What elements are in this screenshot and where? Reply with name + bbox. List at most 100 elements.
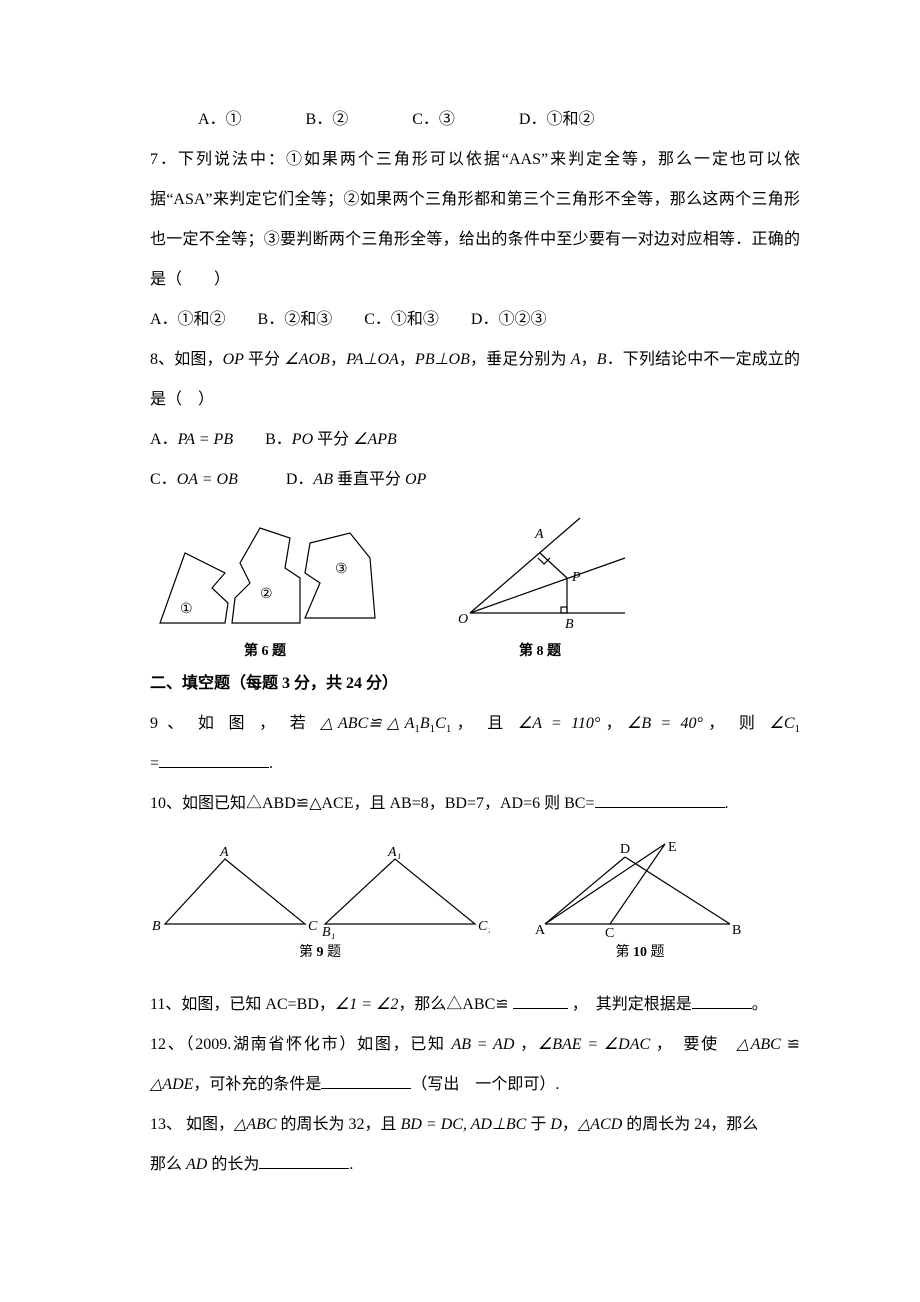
- fig6-label: 第 6 题: [244, 640, 286, 660]
- q13-mid5: 的长为: [207, 1156, 259, 1173]
- fig10-label: 第 10 题: [616, 941, 665, 961]
- q8-optA-pre: A．: [150, 431, 178, 448]
- q9-m1: △ABC≌△A1B1C1: [320, 715, 451, 732]
- fig9-A1: A₁: [387, 845, 401, 860]
- q10-end: .: [725, 795, 729, 812]
- q8-stem: 8、如图，OP 平分 ∠AOB，PA⊥OA，PB⊥OB，垂足分别为 A，B．下列…: [150, 340, 800, 420]
- q11-end: 。: [752, 996, 768, 1013]
- q8-optB-math1: PO: [292, 431, 313, 448]
- fig9-B1: B₁: [322, 925, 335, 939]
- fig9-C: C: [308, 919, 318, 934]
- q11-mid1: ，那么△ABC≌: [398, 996, 512, 1013]
- q8-m5: PA⊥OA: [346, 351, 399, 368]
- q12-m1: AB = AD: [452, 1036, 515, 1053]
- fig9-B: B: [152, 919, 161, 934]
- fig-row-2: A B C A₁ B₁ C₁ 第 9 题: [150, 839, 800, 961]
- q7-options: A．①和② B．②和③ C．①和③ D．①②③: [150, 300, 800, 340]
- fig6-circ1: ①: [180, 602, 193, 617]
- fig10-B: B: [732, 923, 741, 938]
- q8-optD-pre: D．: [238, 471, 314, 488]
- q8-optB-mid: 平分: [313, 431, 353, 448]
- q8-options-1: A．PA = PB B．PO 平分 ∠APB: [150, 420, 800, 460]
- q9-blank: [159, 751, 269, 768]
- q8-t8: ，垂足分别为: [470, 351, 571, 368]
- q8-m3: ∠AOB: [284, 351, 329, 368]
- section2-heading: 二、填空题（每题 3 分，共 24 分）: [150, 664, 800, 704]
- q9-m3: ∠B = 40°: [627, 715, 703, 732]
- q12-mid2: ， 要使: [650, 1036, 736, 1053]
- q8-t4: ，: [330, 351, 346, 368]
- q13-m1: △ABC: [234, 1116, 277, 1133]
- q9-line2: =.: [150, 744, 800, 784]
- q12-mid3: ≌: [781, 1036, 800, 1053]
- fig10-D: D: [620, 842, 630, 857]
- q9-mid3: ， 则: [703, 715, 770, 732]
- fig10-svg: D E A C B: [530, 839, 750, 939]
- q13-mid2: 于: [526, 1116, 550, 1133]
- q11-pre: 11、如图，已知 AC=BD，: [150, 996, 335, 1013]
- fig10-A: A: [535, 923, 546, 938]
- q12-mid4: ，可补充的条件是: [193, 1076, 321, 1093]
- fig-row-1: ① ② ③ 第 6 题: [150, 508, 800, 660]
- q12-m4: △ADE: [150, 1076, 193, 1093]
- q8-t2: 平分: [244, 351, 284, 368]
- q8-optD-math2: OP: [405, 471, 426, 488]
- q13-mid4: 的周长为 24，那么: [622, 1116, 758, 1133]
- q13-m4: △ACD: [578, 1116, 622, 1133]
- fig10-label-num: 10: [633, 945, 647, 960]
- q11-line: 11、如图，已知 AC=BD，∠1 = ∠2，那么△ABC≌ ， 其判定根据是 。: [150, 985, 800, 1025]
- q13-m3: D: [550, 1116, 562, 1133]
- fig10-E: E: [668, 840, 677, 855]
- q13-mid3: ，: [562, 1116, 578, 1133]
- q9-m2: ∠A = 110°: [518, 715, 600, 732]
- q9-end: .: [269, 755, 273, 772]
- q10-text: 10、如图已知△ABD≌△ACE，且 AB=8，BD=7，AD=6 则 BC=: [150, 795, 595, 812]
- q12-m2: ∠BAE = ∠DAC: [538, 1036, 650, 1053]
- fig9-label-num: 9: [317, 945, 324, 960]
- fig8-A: A: [534, 527, 544, 542]
- page: A．① B．② C．③ D．①和② 7．下列说法中：①如果两个三角形可以依据“A…: [0, 0, 920, 1302]
- q9-mid1: ， 且: [451, 715, 518, 732]
- fig9-C1: C₁: [478, 919, 490, 934]
- fig9-A: A: [219, 845, 229, 860]
- q12-pre: 12、（2009.湖南省怀化市）如图，已知: [150, 1036, 452, 1053]
- q13-line1: 13、 如图，△ABC 的周长为 32，且 BD = DC, AD⊥BC 于 D…: [150, 1105, 800, 1145]
- q13-blank: [259, 1152, 349, 1169]
- fig8-B: B: [565, 617, 574, 632]
- q7-stem: 7．下列说法中：①如果两个三角形可以依据“AAS”来判定全等，那么一定也可以依据…: [150, 140, 800, 300]
- q6-options: A．① B．② C．③ D．①和②: [150, 100, 800, 140]
- q10-line: 10、如图已知△ABD≌△ACE，且 AB=8，BD=7，AD=6 则 BC=.: [150, 784, 800, 824]
- q8-t6: ，: [399, 351, 415, 368]
- q12-m3: △ABC: [737, 1036, 781, 1053]
- q8-t10: ，: [581, 351, 597, 368]
- fig9-label: 第 9 题: [299, 941, 341, 961]
- fig9-svg: A B C A₁ B₁ C₁: [150, 844, 490, 939]
- q8-m11: B: [597, 351, 607, 368]
- q8-m9: A: [571, 351, 581, 368]
- q8-optB-pre: B．: [233, 431, 292, 448]
- q10-blank: [595, 791, 725, 808]
- q13-m2: BD = DC, AD⊥BC: [401, 1116, 527, 1133]
- fig8-O: O: [458, 612, 468, 627]
- q8-options-2: C．OA = OB D．AB 垂直平分 OP: [150, 460, 800, 500]
- q9-mid2: ，: [600, 715, 627, 732]
- q8-optC-math: OA = OB: [177, 471, 238, 488]
- q11-mid2: ， 其判定根据是: [568, 996, 692, 1013]
- q13-line2: 那么 AD 的长为.: [150, 1145, 800, 1185]
- q8-optC-pre: C．: [150, 471, 177, 488]
- q12-end: （写出 一个即可）.: [411, 1076, 559, 1093]
- q8-optD-math1: AB: [313, 471, 333, 488]
- q9-pre: 9 、 如 图 ， 若: [150, 715, 320, 732]
- q12-blank: [321, 1072, 411, 1089]
- q8-optD-mid: 垂直平分: [333, 471, 405, 488]
- fig10-block: D E A C B 第 10 题: [530, 839, 750, 961]
- fig9-block: A B C A₁ B₁ C₁ 第 9 题: [150, 844, 490, 961]
- q13-mid1: 的周长为 32，且: [277, 1116, 401, 1133]
- q13-end: .: [349, 1156, 353, 1173]
- q11-m1: ∠1 = ∠2: [335, 996, 398, 1013]
- q8-m7: PB⊥OB: [415, 351, 470, 368]
- q11-blank2: [692, 992, 752, 1009]
- q12-line: 12、（2009.湖南省怀化市）如图，已知 AB = AD ，∠BAE = ∠D…: [150, 1025, 800, 1105]
- fig8-svg: A P O B: [450, 508, 630, 638]
- fig6-circ3: ③: [335, 562, 348, 577]
